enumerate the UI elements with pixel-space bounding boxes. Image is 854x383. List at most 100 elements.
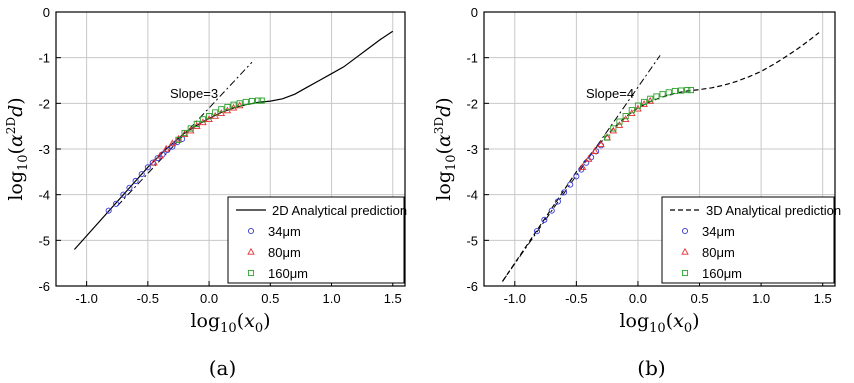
- x-axis-label: log10(x0): [190, 310, 270, 336]
- data-point-triangle: [193, 122, 201, 129]
- data-point-triangle: [150, 158, 158, 166]
- data-point-circle: [132, 177, 139, 185]
- y-axis-label: log10(α2Dd): [4, 97, 31, 200]
- data-point-circle: [138, 171, 145, 178]
- legend-label: 160μm: [702, 266, 742, 281]
- data-point-square: [255, 97, 262, 104]
- data-point-triangle: [609, 126, 618, 134]
- data-point-triangle: [235, 101, 244, 109]
- data-point-circle: [541, 216, 548, 223]
- data-point-circle: [554, 198, 561, 205]
- x-tick-label: -0.5: [565, 291, 587, 306]
- data-point-square: [684, 87, 691, 94]
- data-point-triangle: [180, 130, 189, 138]
- data-point-square: [641, 98, 648, 106]
- data-point-circle: [105, 207, 112, 214]
- data-point-triangle: [223, 106, 232, 114]
- series-group: [73, 30, 394, 250]
- y-tick-label: -4: [466, 188, 478, 203]
- data-point-triangle: [162, 144, 170, 152]
- data-point-circle: [144, 164, 151, 171]
- data-point-square: [628, 107, 635, 114]
- data-point-square: [218, 106, 225, 113]
- data-point-triangle: [186, 126, 195, 134]
- data-point-square: [193, 120, 200, 127]
- data-point-triangle: [211, 111, 219, 119]
- data-point-square: [236, 100, 243, 107]
- data-point-square: [659, 91, 666, 98]
- data-point-square: [224, 103, 231, 111]
- legend-label: 80μm: [268, 245, 301, 260]
- data-point-square: [687, 87, 694, 94]
- x-tick-label: -1.0: [504, 291, 526, 306]
- data-point-square: [230, 101, 237, 108]
- data-point-triangle: [217, 109, 226, 117]
- data-point-square: [206, 113, 213, 120]
- legend-marker-circle: [247, 227, 255, 235]
- data-point-square: [258, 97, 265, 104]
- y-tick-label: -5: [466, 233, 478, 248]
- data-point-triangle: [578, 163, 587, 170]
- x-tick-label: 1.0: [322, 291, 340, 306]
- legend-marker-triangle: [247, 247, 255, 255]
- y-tick-label: -3: [466, 142, 478, 157]
- x-tick-label: 0.5: [261, 291, 279, 306]
- x-tick-label: -0.5: [137, 291, 159, 306]
- series-line: [502, 32, 820, 282]
- data-point-square: [604, 134, 611, 141]
- y-tick-label: 0: [471, 5, 478, 20]
- y-tick-label: -6: [38, 279, 50, 294]
- data-point-triangle: [615, 121, 624, 128]
- data-point-square: [175, 136, 182, 143]
- legend-label: 3D Analytical prediction: [706, 203, 841, 218]
- legend-marker-circle: [681, 227, 689, 235]
- series-group: [502, 32, 820, 282]
- legend-box: [227, 196, 405, 284]
- x-tick-label: 1.0: [752, 291, 770, 306]
- data-point-square: [634, 102, 641, 109]
- data-point-square: [212, 109, 219, 116]
- y-tick-label: -3: [38, 142, 50, 157]
- data-point-square: [647, 95, 654, 102]
- slope-annotation: Slope=3: [170, 86, 218, 101]
- y-tick-label: -4: [38, 188, 50, 203]
- y-tick-label: -2: [466, 96, 478, 111]
- y-tick-label: -6: [466, 279, 478, 294]
- x-tick-label: 0.0: [629, 291, 647, 306]
- data-point-square: [187, 125, 194, 132]
- chart-panel-a: -1.0 -0.5 0.0 0.5 1.0 1.5 0 -1 -2 -3 -4 -5 -6 Slope=3…: [4, 5, 407, 380]
- slope-annotation: Slope=4: [586, 86, 634, 101]
- data-point-circle: [120, 191, 127, 198]
- data-point-triangle: [584, 154, 593, 162]
- panel-label: (a): [209, 356, 237, 380]
- data-point-triangle: [174, 134, 183, 142]
- legend-marker-square: [681, 269, 689, 277]
- data-point-square: [199, 116, 206, 123]
- legend-marker-triangle: [681, 247, 689, 255]
- chart-panel-b: -1.0 -0.5 0.0 0.5 1.0 1.5 0 -1 -2 -3 -4 -5 -6 Slope=4…: [432, 5, 841, 380]
- data-point-triangle: [168, 139, 177, 147]
- legend-label: 34μm: [268, 224, 301, 239]
- data-point-square: [622, 113, 629, 120]
- legend-label: 2D Analytical prediction: [272, 203, 407, 218]
- data-point-triangle: [646, 96, 655, 104]
- data-point-circle: [561, 189, 568, 196]
- legend-label: 34μm: [702, 224, 735, 239]
- data-point-circle: [573, 173, 580, 180]
- y-tick-label: -2: [38, 96, 50, 111]
- data-point-circle: [126, 184, 133, 191]
- legend-box: [661, 196, 835, 284]
- x-tick-label: 0.5: [690, 291, 708, 306]
- data-point-square: [678, 87, 685, 94]
- x-axis-label: log10(x0): [619, 310, 699, 336]
- data-point-circle: [533, 228, 541, 235]
- slope-reference-line: [116, 61, 253, 207]
- x-tick-label: -1.0: [75, 291, 97, 306]
- data-point-circle: [567, 181, 574, 188]
- data-point-circle: [548, 207, 555, 214]
- y-tick-label: -5: [38, 233, 50, 248]
- x-tick-label: 1.5: [384, 291, 402, 306]
- data-point-square: [242, 98, 249, 106]
- legend-marker-square: [247, 269, 255, 277]
